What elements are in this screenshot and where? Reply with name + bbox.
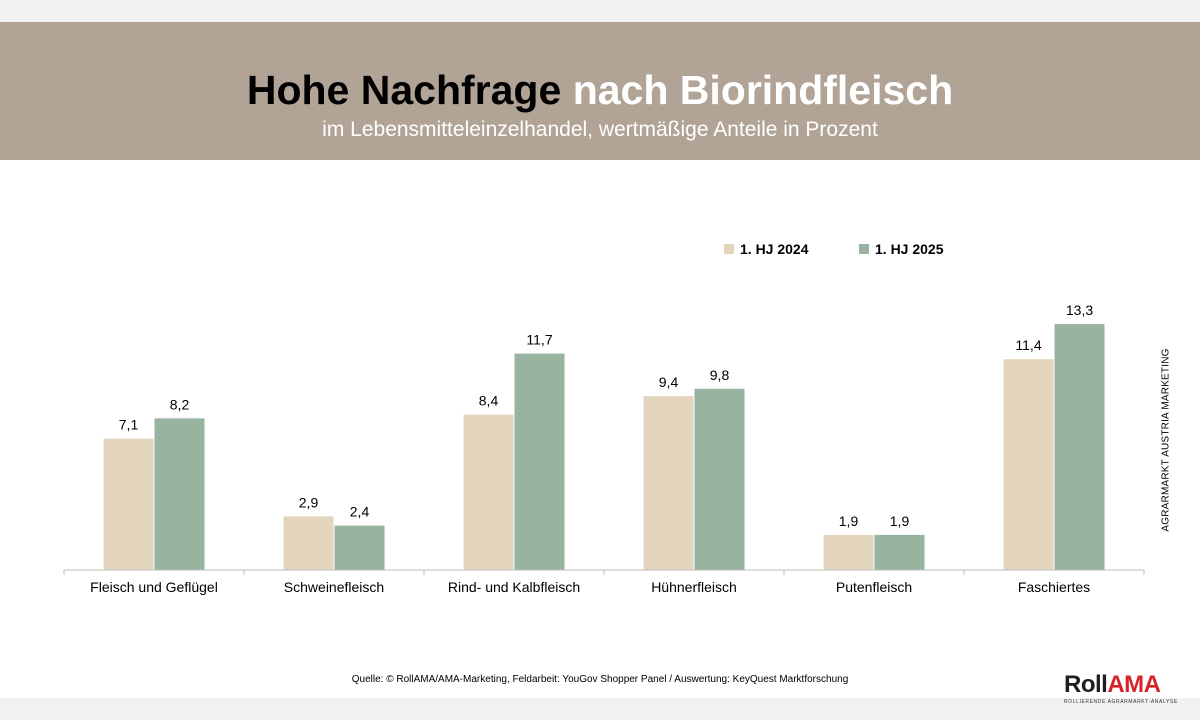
x-axis-ticks [63, 570, 1145, 575]
value-label: 2,4 [350, 504, 370, 520]
bar-2025-3 [514, 353, 565, 570]
value-labels: 7,1 8,2 2,9 2,4 8,4 11,7 9,4 9,8 1,9 1,9 11,4 13,3 [119, 302, 1094, 529]
bar-2025-5 [874, 534, 925, 570]
legend-label: 1. HJ 2024 [740, 241, 809, 257]
category-label: Hühnerfleisch [651, 579, 737, 595]
logo-wordmark: RollAMA [1064, 671, 1161, 698]
category-label: Putenfleisch [836, 579, 912, 595]
value-label: 1,9 [890, 513, 910, 529]
bar-2024-6 [1003, 359, 1054, 570]
title-part-dark: Hohe Nachfrage [246, 67, 562, 113]
value-label: 7,1 [119, 417, 139, 433]
value-label: 8,2 [170, 396, 190, 412]
title-part-light: nach Biorindfleisch [572, 67, 954, 113]
rollama-logo: RollAMA ROLLIERENDE AGRARMARKT-ANALYSE [1064, 672, 1184, 706]
value-label: 11,4 [1015, 337, 1041, 353]
category-label: Rind- und Kalbfleisch [448, 579, 580, 595]
source-note: Quelle: © RollAMA/AMA-Marketing, Feldarb… [351, 674, 849, 685]
value-label: 13,3 [1066, 302, 1093, 318]
category-labels: Fleisch und Geflügel Schweinefleisch Rind-… [90, 579, 1090, 595]
logo-tagline: ROLLIERENDE AGRARMARKT-ANALYSE [1064, 699, 1178, 705]
chart-subtitle: im Lebensmitteleinzelhandel, wertmäßige … [322, 118, 878, 141]
value-label: 9,4 [659, 374, 679, 390]
value-label: 8,4 [479, 393, 499, 409]
category-label: Fleisch und Geflügel [90, 579, 218, 595]
bar-2024-2 [283, 516, 334, 570]
bars [103, 324, 1105, 570]
side-text-label: AGRARMARKT AUSTRIA MARKETING [1160, 348, 1172, 532]
value-label: 9,8 [710, 367, 730, 383]
bar-2025-2 [334, 525, 385, 570]
bar-2024-4 [643, 396, 694, 570]
legend-swatch [724, 244, 734, 254]
legend-swatch [859, 244, 869, 254]
value-label: 11,7 [526, 332, 552, 348]
legend: 1. HJ 2024 1. HJ 2025 [724, 241, 944, 257]
category-label: Schweinefleisch [284, 579, 384, 595]
bar-2025-6 [1054, 324, 1105, 570]
chart-title: Hohe Nachfrage nach Biorindfleisch [0, 66, 1200, 114]
bar-chart: 1. HJ 2024 1. HJ 2025 7,1 8,2 2,9 2,4 8,4 11,7… [63, 241, 1145, 595]
bar-2024-3 [463, 414, 514, 570]
category-label: Faschiertes [1018, 579, 1090, 595]
legend-label: 1. HJ 2025 [875, 241, 944, 257]
bar-2024-1 [103, 438, 154, 570]
bar-2025-4 [694, 388, 745, 570]
slide: Hohe Nachfrage nach Biorindfleisch im Le… [0, 22, 1200, 705]
value-label: 2,9 [299, 494, 319, 510]
logo-roll: Roll [1064, 671, 1108, 698]
header-banner: Hohe Nachfrage nach Biorindfleisch im Le… [0, 22, 1200, 160]
value-label: 1,9 [839, 513, 859, 529]
bar-2025-1 [154, 418, 205, 570]
bar-2024-5 [823, 534, 874, 570]
logo-ama: AMA [1107, 671, 1161, 698]
